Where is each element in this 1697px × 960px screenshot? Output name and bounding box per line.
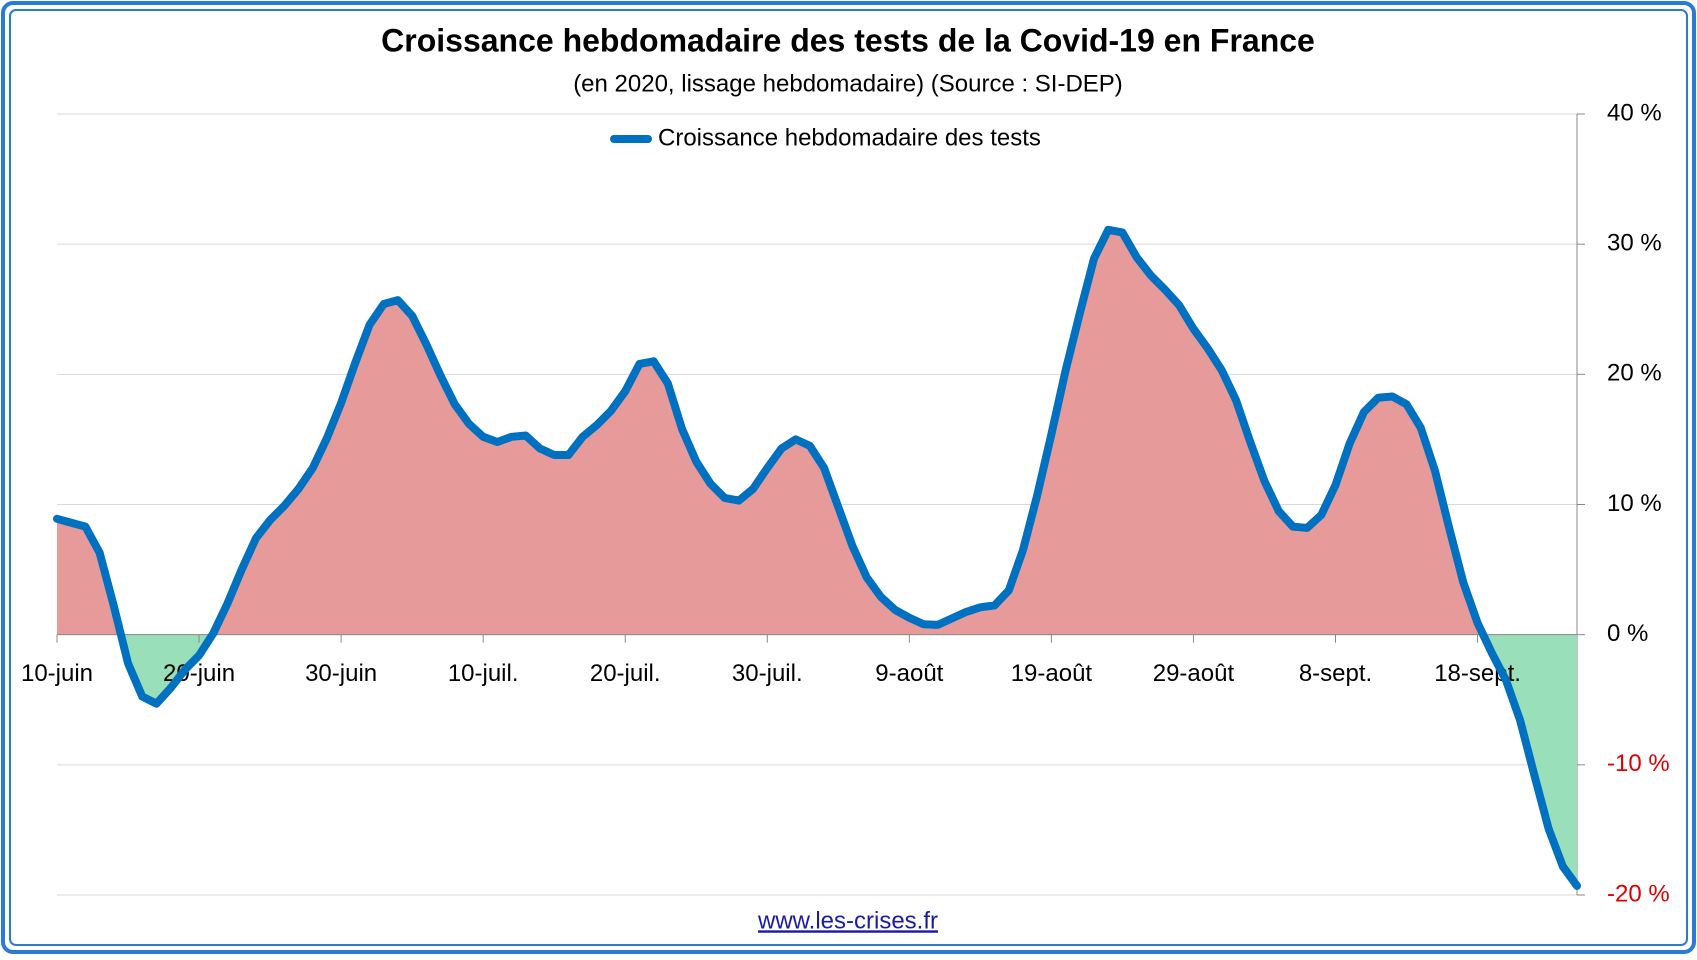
x-tick-label: 10-juil. <box>448 660 519 687</box>
x-tick-label: 30-juil. <box>732 660 803 687</box>
y-tick-label: 0 % <box>1607 620 1648 647</box>
frame-inner <box>9 9 1688 946</box>
chart-title: Croissance hebdomadaire des tests de la … <box>381 22 1315 58</box>
y-tick-label: -10 % <box>1607 750 1670 777</box>
chart-subtitle: (en 2020, lissage hebdomadaire) (Source … <box>573 70 1123 97</box>
y-tick-label: 10 % <box>1607 490 1662 517</box>
x-tick-label: 20-juil. <box>590 660 661 687</box>
legend-label: Croissance hebdomadaire des tests <box>658 124 1041 151</box>
x-tick-label: 19-août <box>1011 660 1093 687</box>
y-tick-label: 40 % <box>1607 99 1662 126</box>
x-tick-label: 9-août <box>875 660 943 687</box>
x-tick-label: 8-sept. <box>1299 660 1372 687</box>
y-tick-label: 30 % <box>1607 230 1662 257</box>
area-positive <box>57 229 1484 635</box>
x-tick-label: 10-juin <box>21 660 93 687</box>
source-link[interactable]: www.les-crises.fr <box>757 907 938 934</box>
x-tick-label: 30-juin <box>305 660 377 687</box>
line <box>53 225 1581 890</box>
y-tick-label: 20 % <box>1607 360 1662 387</box>
x-tick-label: 29-août <box>1153 660 1235 687</box>
y-tick-label: -20 % <box>1607 880 1670 907</box>
